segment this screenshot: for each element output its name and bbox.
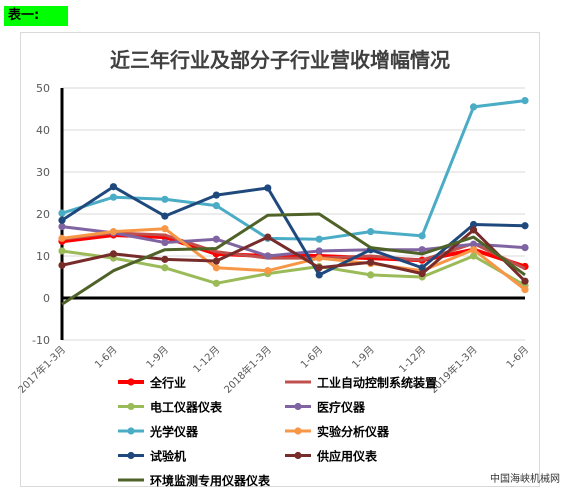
data-point: [521, 97, 529, 105]
legend-marker: [294, 427, 302, 435]
legend-label: 工业自动控制系统装置: [317, 375, 437, 390]
data-point: [58, 261, 66, 269]
data-point: [161, 238, 169, 247]
legend-label: 光学仪器: [149, 424, 199, 439]
x-tick-label: 1-6月: [92, 344, 119, 371]
legend-label: 医疗仪器: [317, 400, 366, 415]
x-tick-label: 2017年1-3月: [15, 343, 68, 396]
data-point: [264, 184, 272, 192]
data-point: [212, 202, 220, 210]
x-tick-label: 2018年1-3月: [221, 343, 274, 396]
data-point: [58, 216, 66, 224]
legend-label: 全行业: [149, 375, 186, 390]
x-tick-label: 1-12月: [397, 344, 429, 376]
data-point: [418, 246, 426, 254]
data-point: [521, 277, 529, 285]
data-point: [521, 286, 529, 294]
data-point: [469, 246, 478, 254]
legend-marker: [127, 427, 135, 435]
data-point: [315, 264, 323, 272]
data-point: [161, 264, 169, 272]
y-tick-label: 30: [36, 166, 50, 179]
legend-label: 环境监测专用仪器仪表: [150, 473, 271, 488]
y-tick-label: 0: [43, 292, 50, 305]
data-point: [315, 235, 323, 243]
y-tick-label: 40: [36, 124, 50, 137]
data-point: [469, 226, 478, 234]
series-line-5: [61, 99, 526, 241]
data-point: [161, 225, 169, 233]
y-tick-label: 50: [36, 82, 50, 95]
legend-marker: [294, 451, 302, 460]
data-point: [521, 222, 529, 230]
x-tick-label: 1-6月: [298, 344, 325, 371]
data-point: [315, 271, 323, 279]
data-point: [58, 247, 66, 255]
data-point: [161, 255, 169, 263]
data-point: [109, 228, 118, 236]
y-tick-label: -10: [32, 334, 50, 347]
data-point: [367, 271, 375, 279]
series-line-1: [61, 233, 526, 269]
data-point: [212, 257, 220, 265]
series-line-6: [61, 227, 526, 291]
watermark: 中国海峡机械网: [490, 474, 560, 485]
series-line-8: [61, 228, 527, 283]
y-tick-label: 20: [36, 208, 50, 221]
data-point: [521, 244, 529, 252]
data-point: [109, 193, 118, 201]
data-point: [212, 279, 220, 287]
data-point: [58, 223, 66, 231]
legend-marker: [127, 451, 135, 460]
data-point: [264, 233, 272, 241]
data-point: [367, 258, 375, 266]
x-tick-label: 1-12月: [191, 344, 223, 376]
data-point: [212, 264, 220, 272]
data-point: [469, 103, 478, 111]
data-point: [418, 264, 426, 272]
y-tick-label: 10: [36, 250, 50, 263]
data-point: [264, 252, 272, 260]
data-point: [212, 191, 220, 199]
legend-marker: [127, 402, 135, 411]
data-point: [212, 235, 220, 243]
legend-label: 电工仪器仪表: [150, 400, 223, 415]
data-point: [58, 209, 66, 217]
data-point: [315, 247, 323, 255]
x-tick-label: 1-6月: [504, 344, 531, 371]
x-tick-label: 1-9月: [350, 344, 377, 371]
legend-marker: [127, 378, 135, 386]
series-line-3: [61, 249, 526, 287]
data-point: [161, 212, 169, 220]
data-point: [58, 234, 66, 242]
data-point: [264, 267, 272, 275]
series-line-9: [61, 212, 526, 306]
chart-title: 近三年行业及部分子行业营收增幅情况: [110, 48, 450, 72]
data-point: [469, 220, 478, 229]
data-point: [367, 228, 375, 236]
legend-label: 实验分析仪器: [317, 424, 390, 439]
chart-frame: [20, 32, 540, 487]
data-point: [109, 183, 118, 191]
data-point: [469, 240, 478, 248]
data-point: [418, 270, 426, 278]
table-tag: 表一:: [4, 6, 68, 26]
legend-marker: [294, 402, 302, 411]
data-point: [109, 250, 118, 258]
data-point: [469, 252, 478, 260]
legend-label: 供应用仪表: [316, 449, 378, 464]
data-point: [161, 195, 169, 203]
data-point: [418, 232, 426, 240]
x-tick-label: 1-9月: [144, 344, 171, 371]
legend-label: 试验机: [150, 449, 186, 464]
data-point: [315, 254, 323, 262]
